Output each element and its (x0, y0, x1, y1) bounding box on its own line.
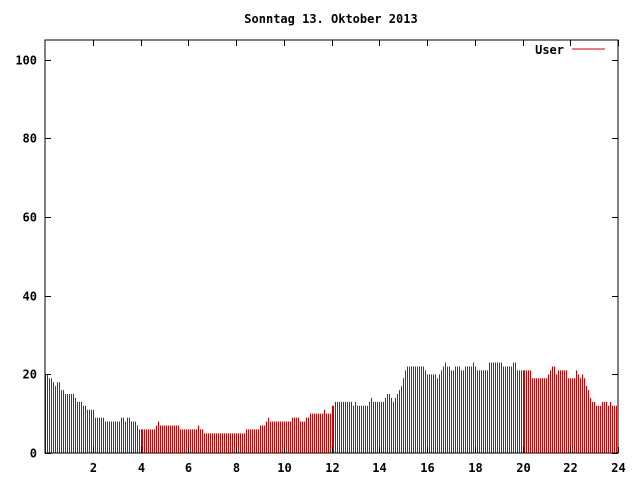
x-tick-label: 20 (516, 461, 530, 475)
y-tick-label: 80 (23, 132, 37, 146)
x-tick-label: 8 (233, 461, 240, 475)
x-tick-label: 6 (185, 461, 192, 475)
y-tick-label: 0 (30, 447, 37, 461)
x-tick-label: 10 (277, 461, 291, 475)
y-tick-label: 20 (23, 368, 37, 382)
y-tick-label: 60 (23, 211, 37, 225)
x-tick-label: 12 (325, 461, 339, 475)
x-tick-label: 14 (372, 461, 386, 475)
x-tick-label: 22 (563, 461, 577, 475)
plot-frame (44, 39, 619, 454)
x-tick-label: 18 (468, 461, 482, 475)
legend-label: User (535, 43, 564, 57)
legend: User (535, 43, 605, 57)
bars-group (45, 362, 617, 453)
y-tick-label: 100 (15, 54, 37, 68)
y-tick-label: 40 (23, 290, 37, 304)
x-tick-label: 24 (611, 461, 625, 475)
x-tick-label: 4 (138, 461, 145, 475)
x-tick-label: 16 (420, 461, 434, 475)
chart-title: Sonntag 13. Oktober 2013 (244, 12, 417, 26)
x-tick-label: 2 (90, 461, 97, 475)
